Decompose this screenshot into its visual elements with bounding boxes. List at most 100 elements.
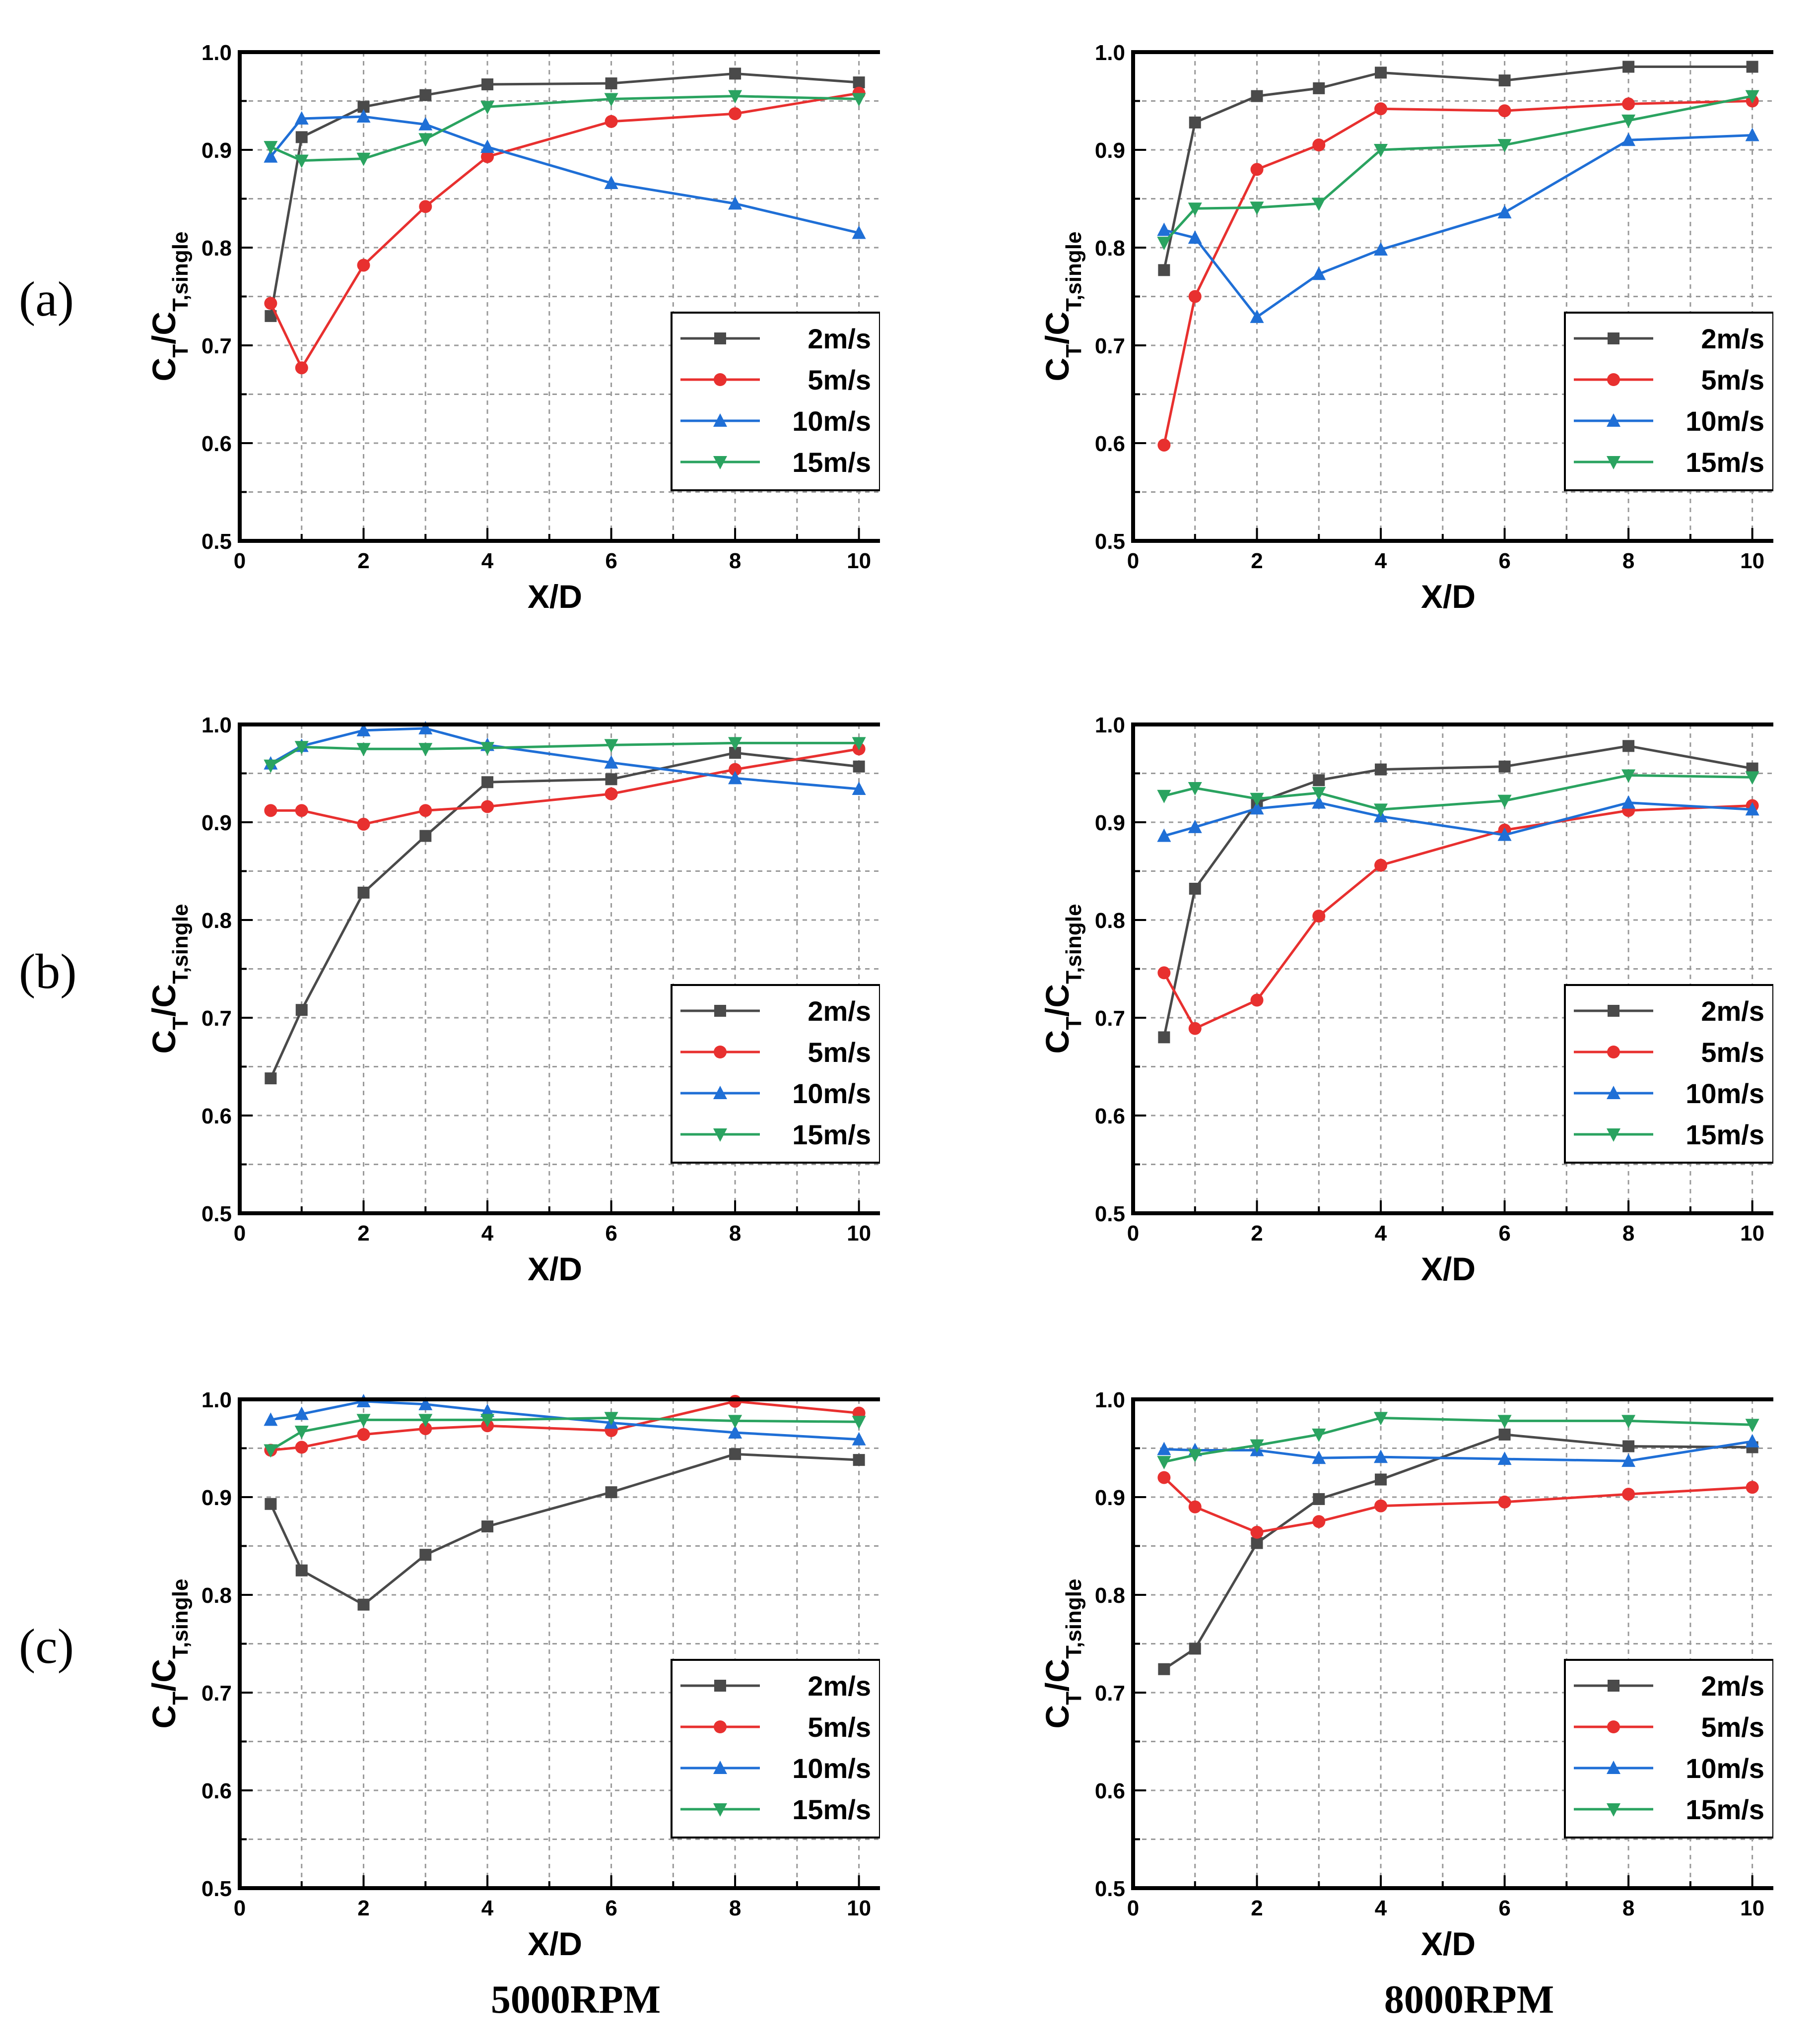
legend-item-15m/s: 15m/s <box>680 447 871 478</box>
data-point <box>1498 74 1511 87</box>
x-tick-label: 2 <box>1251 1896 1263 1920</box>
chart-b-8000rpm: 0 2 4 6 8 10 0.5 0.6 0.7 0.8 0.9 1.0 X/D CT/CT,single… <box>1039 713 1773 1287</box>
data-point <box>853 76 865 89</box>
data-point <box>728 1425 742 1439</box>
data-point <box>1312 795 1326 809</box>
legend-item-5m/s: 5m/s <box>1574 1711 1764 1743</box>
legend-label: 5m/s <box>808 364 871 395</box>
x-tick-label: 2 <box>357 549 369 573</box>
chart-a-8000rpm: 0 2 4 6 8 10 0.5 0.6 0.7 0.8 0.9 1.0 X/D CT/CT,single… <box>1039 41 1773 615</box>
x-tick-label: 4 <box>481 1221 494 1246</box>
data-point <box>1497 1415 1512 1429</box>
data-point <box>1158 1031 1170 1044</box>
data-point <box>1157 1442 1171 1455</box>
y-tick-label: 0.6 <box>202 1104 232 1128</box>
legend-box <box>671 984 880 1164</box>
y-axis-title: CT/CT,single <box>145 904 193 1054</box>
legend-marker <box>1607 373 1620 386</box>
data-point <box>1188 290 1202 303</box>
data-point <box>605 77 617 90</box>
series-line <box>1164 1440 1753 1462</box>
data-point <box>1312 138 1326 152</box>
data-point <box>604 175 618 189</box>
legend-marker <box>714 332 726 344</box>
data-point <box>357 1598 370 1611</box>
data-point <box>729 763 742 776</box>
data-point <box>1622 1440 1635 1452</box>
data-point <box>853 1454 865 1466</box>
grid <box>1133 1399 1773 1888</box>
data-point <box>1375 1473 1387 1486</box>
data-point <box>605 1486 617 1499</box>
legend-marker <box>714 1046 727 1058</box>
data-point <box>1621 1453 1636 1467</box>
data-point <box>1374 144 1388 157</box>
series-line <box>1163 801 1753 837</box>
data-point <box>604 755 618 769</box>
data-point <box>1375 763 1387 776</box>
y-tick-label: 0.6 <box>202 1779 232 1803</box>
legend-item-15m/s: 15m/s <box>1574 447 1764 478</box>
data-point <box>418 117 433 131</box>
legend-item-10m/s: 10m/s <box>1574 1078 1764 1109</box>
legend-label: 10m/s <box>792 1753 871 1784</box>
legend-item-15m/s: 15m/s <box>1574 1119 1764 1150</box>
data-point <box>1188 230 1202 244</box>
data-point <box>1622 1488 1635 1501</box>
data-point <box>1250 993 1264 1007</box>
series-2m/s <box>265 67 865 322</box>
data-point <box>418 743 433 757</box>
data-point <box>1250 1525 1264 1539</box>
data-point <box>294 1406 309 1420</box>
data-point <box>1621 132 1636 146</box>
data-point <box>1313 82 1325 94</box>
data-point <box>1622 740 1635 752</box>
y-tick-label: 0.6 <box>1095 432 1125 456</box>
legend-box <box>671 1659 880 1839</box>
x-tick-label: 6 <box>1498 1896 1510 1920</box>
data-point <box>357 886 370 899</box>
data-point <box>1497 827 1512 841</box>
legend-box <box>1564 312 1773 491</box>
x-tick-label: 0 <box>1127 1896 1139 1920</box>
legend-item-2m/s: 2m/s <box>680 1670 871 1702</box>
data-point <box>1374 858 1388 872</box>
data-point <box>1497 1451 1512 1465</box>
data-point <box>1250 163 1264 176</box>
data-point <box>294 154 309 168</box>
x-tick-label: 4 <box>481 1896 494 1920</box>
data-point <box>728 1415 742 1429</box>
data-point <box>1374 1499 1388 1512</box>
data-point <box>1622 97 1635 111</box>
legend-item-2m/s: 2m/s <box>1574 1670 1764 1702</box>
data-point <box>729 1448 741 1460</box>
data-point <box>264 759 278 773</box>
series-15m/s <box>1157 769 1759 817</box>
data-point <box>1188 819 1202 833</box>
data-point <box>419 830 432 842</box>
data-point <box>1157 1471 1171 1484</box>
data-point <box>1250 792 1264 806</box>
legend-label: 15m/s <box>1685 447 1764 478</box>
legend-label: 5m/s <box>1701 364 1764 395</box>
legend-label: 2m/s <box>1701 995 1764 1027</box>
y-tick-label: 0.8 <box>1095 909 1125 933</box>
data-point <box>481 776 494 789</box>
legend-item-5m/s: 5m/s <box>680 364 871 395</box>
data-point <box>418 1396 433 1410</box>
data-point <box>1497 794 1512 808</box>
x-tick-label: 0 <box>234 1221 246 1246</box>
grid <box>240 724 880 1213</box>
legend-label: 10m/s <box>792 405 871 437</box>
data-point <box>729 107 742 121</box>
legend-item-10m/s: 10m/s <box>680 1078 871 1109</box>
data-point <box>357 1428 370 1441</box>
plot-frame <box>1131 50 1773 543</box>
plot-frame <box>238 723 880 1215</box>
data-point <box>605 115 618 128</box>
legend-item-15m/s: 15m/s <box>680 1119 871 1150</box>
data-point <box>1188 1500 1202 1513</box>
data-point <box>481 1520 494 1533</box>
data-point <box>295 1564 308 1577</box>
y-tick-label: 0.8 <box>202 1583 232 1608</box>
